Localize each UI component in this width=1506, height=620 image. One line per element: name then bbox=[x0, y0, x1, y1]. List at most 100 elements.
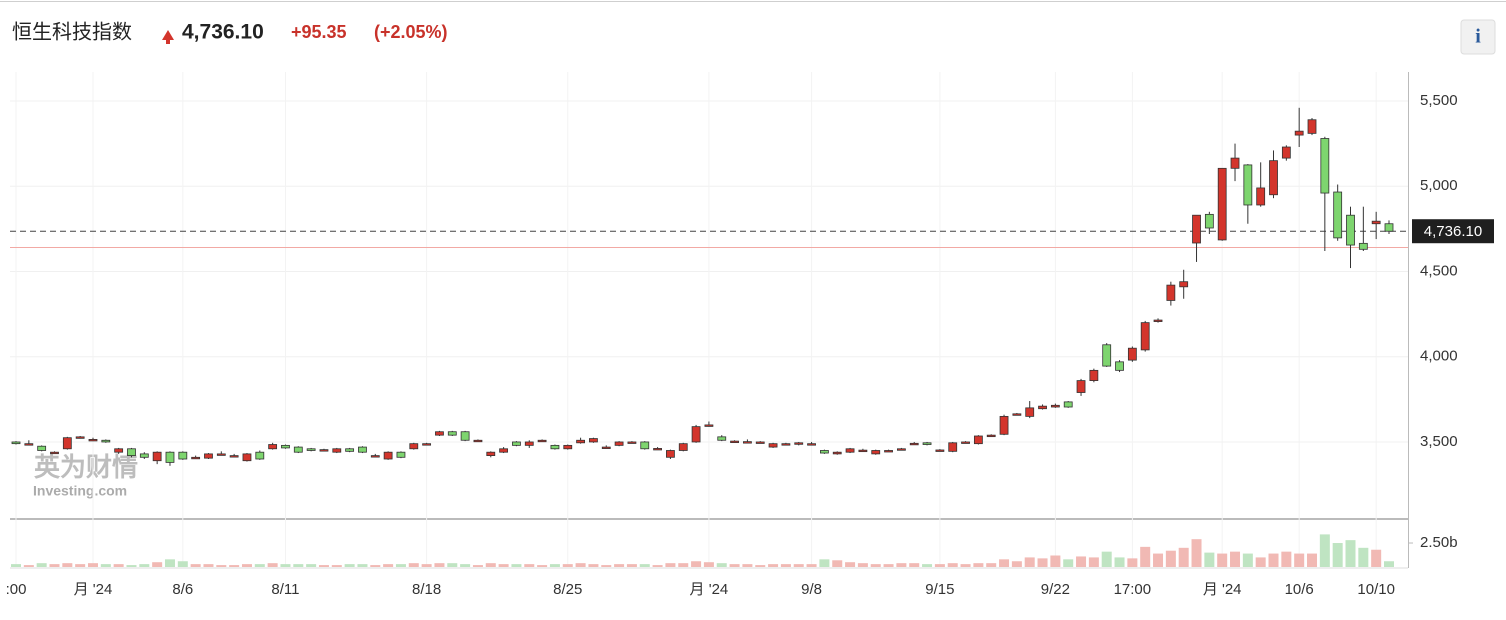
y-tick-label: 4,000 bbox=[1420, 348, 1458, 365]
candle-body bbox=[550, 444, 560, 450]
candle-body bbox=[75, 436, 85, 439]
volume-bar bbox=[1063, 559, 1074, 567]
volume-bar bbox=[370, 565, 381, 567]
volume-bar bbox=[139, 564, 150, 567]
volume-bar bbox=[1281, 551, 1292, 567]
volume-bar bbox=[254, 564, 265, 567]
x-tick-label: 月 '24 bbox=[1203, 581, 1242, 598]
change: +95.35 bbox=[291, 22, 347, 42]
candle-body bbox=[191, 456, 201, 460]
volume-bar bbox=[755, 565, 766, 567]
y-tick-label: 3,500 bbox=[1420, 433, 1458, 450]
volume-bar bbox=[164, 559, 175, 567]
volume-bar bbox=[36, 563, 47, 567]
change-pct: (+2.05%) bbox=[374, 22, 448, 42]
candle-body bbox=[24, 443, 34, 446]
volume-bar bbox=[986, 563, 997, 567]
candle-body bbox=[678, 443, 688, 451]
candle-body bbox=[820, 450, 829, 454]
candle-body bbox=[563, 444, 573, 450]
volume-bar bbox=[203, 564, 214, 567]
candle-body bbox=[794, 442, 804, 445]
candle-body bbox=[1307, 119, 1317, 134]
volume-bar bbox=[1140, 546, 1151, 567]
volume-tick-label: 2.50b bbox=[1420, 534, 1458, 551]
volume-bar bbox=[729, 564, 740, 567]
candle-body bbox=[319, 449, 329, 452]
candle-body bbox=[845, 448, 855, 453]
volume-bar bbox=[678, 563, 689, 567]
volume-bar bbox=[498, 564, 509, 567]
candle-body bbox=[499, 448, 509, 453]
volume-bar bbox=[395, 564, 406, 567]
candle-body bbox=[576, 439, 585, 444]
candle-body bbox=[1089, 369, 1099, 381]
candle-body bbox=[1217, 167, 1227, 241]
volume-bar bbox=[152, 562, 163, 567]
last-price-label: 4,736.10 bbox=[1424, 223, 1482, 240]
candle-body bbox=[743, 441, 752, 444]
volume-bar bbox=[267, 563, 278, 567]
candle-body bbox=[422, 443, 432, 446]
candle-body bbox=[512, 441, 521, 446]
candle-body bbox=[229, 455, 239, 458]
info-icon[interactable]: i bbox=[1475, 26, 1481, 48]
candle-body bbox=[973, 435, 983, 445]
volume-bar bbox=[460, 564, 471, 567]
candle-body bbox=[216, 453, 226, 456]
candle-body bbox=[781, 443, 791, 446]
volume-bar bbox=[665, 563, 676, 567]
candle-body bbox=[114, 448, 124, 453]
volume-bar bbox=[1230, 551, 1241, 567]
candle-body bbox=[1243, 164, 1253, 206]
candle-body bbox=[1384, 223, 1394, 232]
volume-bar bbox=[1088, 557, 1099, 567]
volume-bar bbox=[575, 563, 586, 567]
volume-bar bbox=[75, 564, 86, 567]
volume-bar bbox=[434, 563, 445, 567]
volume-bar bbox=[1319, 534, 1330, 567]
x-tick-label: 8/6 bbox=[172, 581, 193, 598]
x-tick-label: 8/11 bbox=[271, 581, 299, 598]
x-tick-label: 月 '24 bbox=[690, 581, 729, 598]
candle-body bbox=[1076, 380, 1086, 393]
candle-body bbox=[832, 451, 842, 455]
x-tick-label: 9/22 bbox=[1041, 581, 1070, 598]
volume-bar bbox=[883, 564, 894, 567]
candle-body bbox=[807, 443, 816, 446]
candle-body bbox=[755, 441, 765, 444]
candle-body bbox=[691, 426, 701, 443]
volume-bar bbox=[1307, 553, 1318, 567]
candle-body bbox=[88, 439, 98, 442]
x-tick-label: 9/8 bbox=[801, 581, 822, 598]
y-tick-label: 5,500 bbox=[1420, 92, 1458, 109]
candle-body bbox=[242, 453, 252, 462]
index-name: 恒生科技指数 bbox=[12, 20, 132, 43]
volume-bar bbox=[293, 564, 304, 567]
candle-body bbox=[909, 442, 919, 446]
volume-bar bbox=[11, 564, 21, 567]
volume-bar bbox=[1204, 552, 1215, 567]
candle-body bbox=[358, 446, 367, 453]
volume-bar bbox=[1050, 555, 1061, 567]
candle-body bbox=[1371, 220, 1381, 225]
volume-bar bbox=[909, 563, 920, 567]
candle-body bbox=[1281, 146, 1291, 159]
candle-body bbox=[1192, 214, 1201, 244]
volume-bar bbox=[549, 564, 560, 567]
volume-bar bbox=[1178, 547, 1189, 567]
volume-bar bbox=[49, 564, 60, 567]
volume-bar bbox=[780, 564, 791, 567]
volume-bar bbox=[1114, 557, 1125, 567]
volume-bar bbox=[845, 562, 856, 567]
candle-body bbox=[961, 441, 970, 444]
candle-body bbox=[50, 451, 59, 455]
volume-bar bbox=[344, 564, 355, 567]
candle-body bbox=[601, 446, 611, 449]
volume-bar bbox=[1011, 561, 1022, 567]
y-tick-label: 4,500 bbox=[1420, 262, 1458, 279]
candle-body bbox=[1333, 191, 1343, 239]
candle-body bbox=[1038, 405, 1047, 410]
candle-body bbox=[383, 451, 393, 460]
info-button[interactable] bbox=[1460, 19, 1496, 55]
